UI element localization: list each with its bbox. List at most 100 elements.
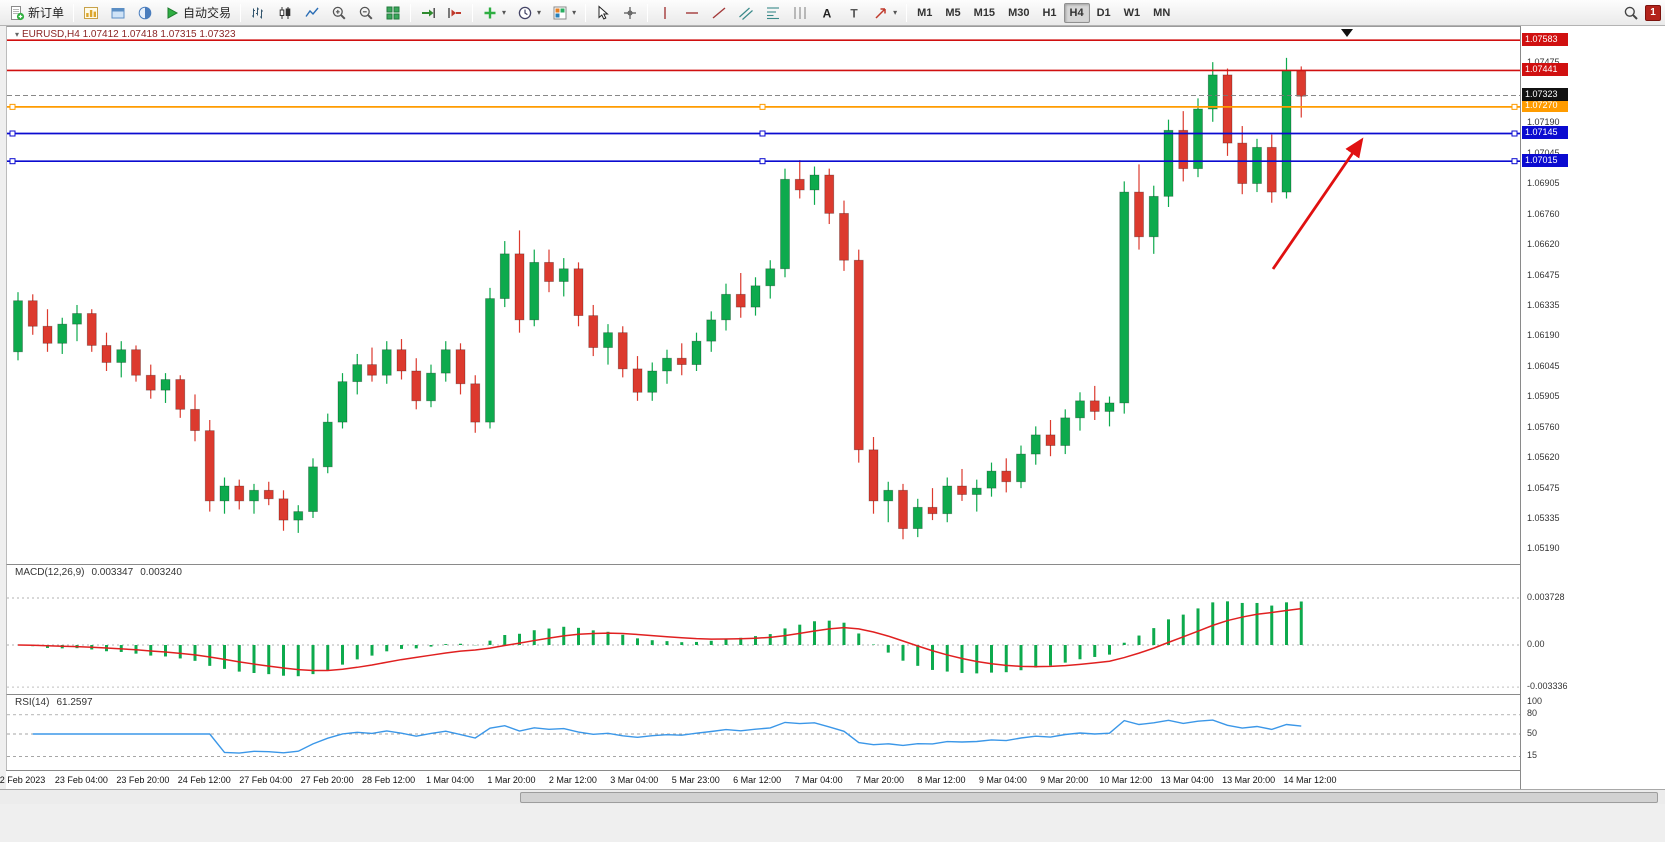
- line-handle[interactable]: [9, 130, 16, 137]
- macd-main-value: 0.003347: [91, 567, 134, 578]
- fibonacci-button[interactable]: [760, 2, 786, 24]
- price-tick-label: 1.05905: [1527, 391, 1560, 402]
- candle-body: [1089, 400, 1100, 412]
- time-label: 6 Mar 12:00: [733, 775, 782, 785]
- zoom-out-button[interactable]: [353, 2, 379, 24]
- bar-chart-button[interactable]: [245, 2, 271, 24]
- chart-shift-button[interactable]: [442, 2, 468, 24]
- candle-body: [249, 489, 259, 502]
- time-axis[interactable]: 22 Feb 2023 23 Feb 04:00 23 Feb 20:00 24 Fe…: [0, 770, 1520, 789]
- auto-scroll-button[interactable]: [415, 2, 441, 24]
- arrows-button[interactable]: ▾: [868, 2, 902, 24]
- candle-body: [868, 449, 879, 502]
- candlestick-chart-button[interactable]: [272, 2, 298, 24]
- timeframe-H1[interactable]: H1: [1042, 6, 1057, 19]
- timeframe-MN[interactable]: MN: [1153, 6, 1171, 19]
- candle-body: [1030, 434, 1041, 455]
- indicators-add-icon: [484, 7, 496, 18]
- line-handle[interactable]: [1511, 130, 1518, 137]
- data-window-button[interactable]: [132, 2, 158, 24]
- timeframe-M5[interactable]: M5: [945, 6, 961, 19]
- macd-name: MACD(12,26,9): [15, 567, 85, 578]
- rsi-chart[interactable]: [7, 695, 1520, 770]
- time-label: 5 Mar 23:00: [671, 775, 720, 785]
- periods-button[interactable]: ▾: [512, 2, 546, 24]
- timeframe-H4[interactable]: H4: [1063, 2, 1090, 23]
- macd-chart[interactable]: [7, 565, 1520, 694]
- candle-body: [1075, 400, 1085, 419]
- line-handle[interactable]: [9, 158, 16, 165]
- timeframe-M15[interactable]: M15: [973, 6, 996, 19]
- macd-pane[interactable]: MACD(12,26,9) 0.003347 0.003240: [6, 564, 1520, 694]
- candle-body: [455, 349, 466, 385]
- autotrading-button[interactable]: 自动交易: [159, 2, 236, 24]
- price-tick-label: 1.05620: [1527, 451, 1560, 462]
- horizontal-scrollbar[interactable]: [0, 789, 1665, 804]
- price-axis[interactable]: 1.074751.073301.071901.070451.069051.067…: [1520, 26, 1665, 789]
- new-chart-button[interactable]: [78, 2, 104, 24]
- price-tick-label: 1.06620: [1527, 238, 1560, 249]
- search-button[interactable]: [1618, 2, 1644, 24]
- candle-body: [544, 261, 554, 282]
- trend-arrow-annotation[interactable]: [1271, 137, 1364, 270]
- candle-body: [72, 313, 82, 325]
- text-button[interactable]: A: [814, 2, 840, 24]
- timeframe-W1[interactable]: W1: [1123, 6, 1141, 19]
- zoom-in-button[interactable]: [326, 2, 352, 24]
- line-handle[interactable]: [9, 103, 16, 110]
- bar-chart-icon: [252, 7, 264, 18]
- channel-button[interactable]: [733, 2, 759, 24]
- price-chart-pane[interactable]: ▾ EURUSD,H4 1.07412 1.07418 1.07315 1.073…: [6, 26, 1520, 564]
- time-label: 28 Feb 12:00: [362, 775, 416, 785]
- time-label: 1 Mar 04:00: [425, 775, 475, 785]
- timeframe-M30[interactable]: M30: [1008, 6, 1030, 19]
- line-handle[interactable]: [759, 103, 766, 110]
- templates-button[interactable]: ▾: [547, 2, 581, 24]
- time-label: 7 Mar 04:00: [794, 775, 843, 785]
- cursor-button[interactable]: [590, 2, 616, 24]
- candle-body: [809, 174, 820, 191]
- macd-signal-value: 0.003240: [140, 567, 182, 578]
- candle-body: [794, 178, 805, 191]
- vertical-line-button[interactable]: [652, 2, 678, 24]
- toolbar-separator: [73, 3, 75, 22]
- crosshair-button[interactable]: [617, 2, 643, 24]
- time-label: 23 Feb 04:00: [54, 775, 108, 785]
- line-handle[interactable]: [1511, 103, 1518, 110]
- notification-badge[interactable]: 1: [1645, 4, 1661, 21]
- chart-shift-icon: [448, 7, 462, 18]
- trendline-button[interactable]: [706, 2, 732, 24]
- line-handle[interactable]: [1511, 158, 1518, 165]
- profiles-button[interactable]: [105, 2, 131, 24]
- cycle-lines-button[interactable]: [787, 2, 813, 24]
- candle-body: [1222, 74, 1233, 144]
- candlestick-chart[interactable]: [7, 27, 1520, 564]
- price-tick-label: 1.06045: [1527, 361, 1560, 372]
- line-handle[interactable]: [759, 130, 766, 137]
- candle-body: [381, 349, 392, 376]
- candle-body: [853, 259, 864, 451]
- rsi-axis-label: 50: [1527, 727, 1538, 738]
- candle-body: [1045, 434, 1056, 446]
- timeframe-M1[interactable]: M1: [917, 6, 933, 19]
- tile-windows-icon: [386, 6, 400, 19]
- candle-body: [145, 374, 156, 391]
- line-handle[interactable]: [759, 158, 766, 165]
- tile-windows-button[interactable]: [380, 2, 406, 24]
- candle-body: [1193, 108, 1203, 170]
- text-label-button[interactable]: T: [841, 2, 867, 24]
- horizontal-line-button[interactable]: [679, 2, 705, 24]
- rsi-pane[interactable]: RSI(14) 61.2597: [6, 694, 1520, 770]
- rsi-value: 61.2597: [56, 697, 93, 708]
- line-chart-button[interactable]: [299, 2, 325, 24]
- price-tick-label: 1.07190: [1527, 117, 1560, 128]
- new-order-button[interactable]: 新订单: [4, 2, 69, 24]
- indicators-button[interactable]: ▾: [477, 2, 511, 24]
- hline-price-label: 1.07583: [1522, 32, 1568, 46]
- candle-body: [116, 349, 127, 363]
- symbol-dropdown-icon[interactable]: ▾: [15, 30, 20, 39]
- candle-body: [219, 485, 230, 502]
- scrollbar-thumb[interactable]: [520, 792, 1658, 803]
- rsi-name: RSI(14): [15, 697, 50, 708]
- timeframe-D1[interactable]: D1: [1096, 6, 1111, 19]
